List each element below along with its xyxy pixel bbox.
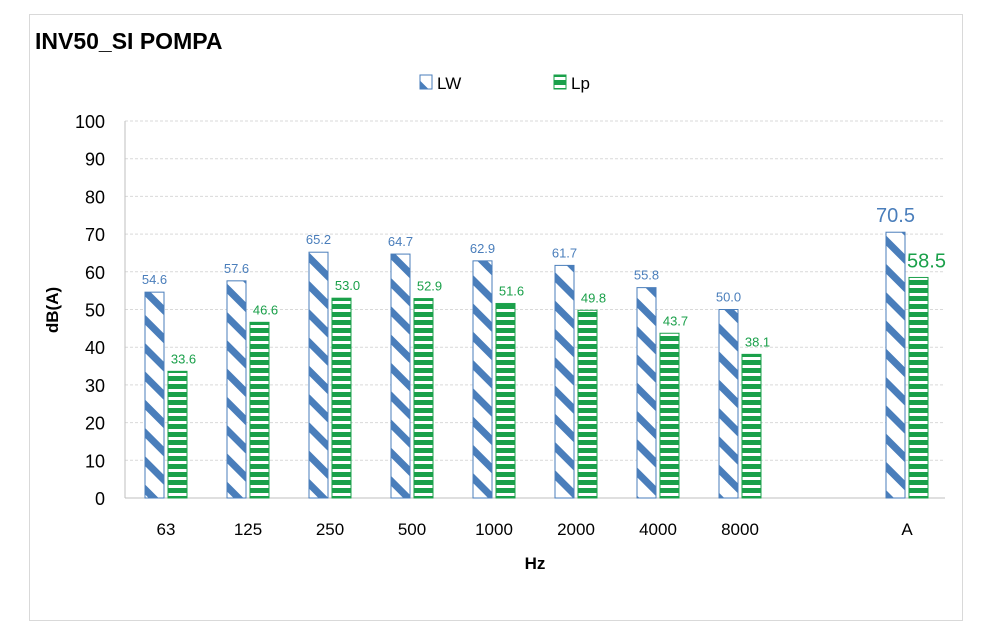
bar-lp-4000 <box>659 332 680 499</box>
bar-lw-A <box>885 231 906 499</box>
bar-lp-250 <box>331 297 352 499</box>
data-label-lp: 38.1 <box>745 334 770 349</box>
bar-lp-A <box>908 276 929 499</box>
legend-swatch-lw <box>419 74 433 90</box>
y-tick-label: 50 <box>85 301 105 321</box>
x-tick-label: 250 <box>316 520 344 539</box>
x-tick-label: A <box>901 520 913 539</box>
y-tick-label: 20 <box>85 414 105 434</box>
data-label-lp: 43.7 <box>663 313 688 328</box>
y-axis-label: dB(A) <box>43 287 62 333</box>
chart-title: INV50_SI POMPA <box>35 28 223 54</box>
bar-lw-4000 <box>636 287 657 499</box>
y-tick-label: 40 <box>85 338 105 358</box>
data-label-lw: 55.8 <box>634 268 659 283</box>
data-label-lw: 64.7 <box>388 234 413 249</box>
x-tick-label: 63 <box>157 520 176 539</box>
data-label-lw: 70.5 <box>876 205 915 227</box>
x-tick-label: 500 <box>398 520 426 539</box>
data-label-lw: 62.9 <box>470 241 495 256</box>
bar-lw-2000 <box>554 264 575 499</box>
data-label-lp: 33.6 <box>171 351 196 366</box>
legend-label-lp: Lp <box>571 74 590 93</box>
x-tick-label: 125 <box>234 520 262 539</box>
legend: LW Lp <box>419 74 590 93</box>
x-tick-label: 2000 <box>557 520 595 539</box>
data-label-lp: 53.0 <box>335 278 360 293</box>
y-tick-label: 80 <box>85 187 105 207</box>
y-tick-label: 0 <box>95 489 105 509</box>
bar-lp-8000 <box>741 353 762 499</box>
x-tick-label: 4000 <box>639 520 677 539</box>
x-tick-label: 8000 <box>721 520 759 539</box>
y-tick-label: 70 <box>85 225 105 245</box>
bar-lw-8000 <box>718 309 739 499</box>
data-label-lw: 57.6 <box>224 261 249 276</box>
data-label-lw: 54.6 <box>142 272 167 287</box>
bar-lw-1000 <box>472 260 493 499</box>
data-label-lw: 65.2 <box>306 232 331 247</box>
bar-lp-125 <box>249 321 270 499</box>
bar-lp-2000 <box>577 309 598 499</box>
legend-swatch-lp <box>553 74 567 90</box>
bar-lp-500 <box>413 298 434 499</box>
bar-lp-63 <box>167 370 188 499</box>
bar-lw-125 <box>226 280 247 499</box>
y-tick-label: 60 <box>85 263 105 283</box>
y-tick-label: 90 <box>85 150 105 170</box>
data-label-lw: 50.0 <box>716 290 741 305</box>
data-label-lp: 51.6 <box>499 283 524 298</box>
x-tick-label: 1000 <box>475 520 513 539</box>
data-label-lp: 52.9 <box>417 279 442 294</box>
bar-lw-250 <box>308 251 329 499</box>
x-axis-label: Hz <box>525 554 546 573</box>
y-tick-label: 100 <box>75 112 105 132</box>
bar-lw-500 <box>390 253 411 499</box>
legend-label-lw: LW <box>437 74 461 93</box>
data-label-lp: 49.8 <box>581 290 606 305</box>
data-label-lp: 46.6 <box>253 302 278 317</box>
data-label-lp: 58.5 <box>907 250 946 272</box>
y-tick-label: 10 <box>85 451 105 471</box>
y-tick-label: 30 <box>85 376 105 396</box>
bar-lw-63 <box>144 291 165 499</box>
data-label-lw: 61.7 <box>552 245 577 260</box>
bar-lp-1000 <box>495 302 516 499</box>
